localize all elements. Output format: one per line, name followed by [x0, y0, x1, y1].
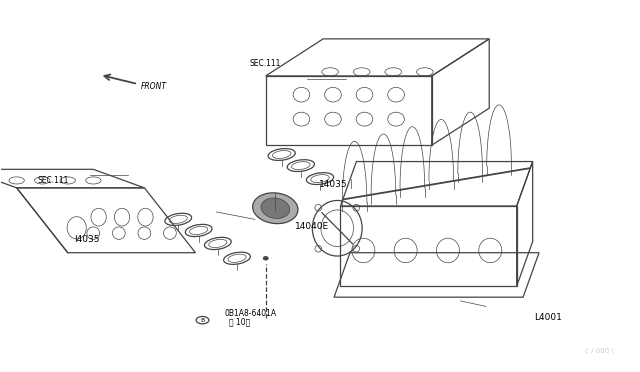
Text: SEC.111: SEC.111: [38, 176, 69, 185]
Text: l4035: l4035: [74, 235, 100, 244]
Text: c / 000 \: c / 000 \: [585, 347, 614, 353]
Text: FRONT: FRONT: [141, 82, 167, 91]
Text: B: B: [200, 318, 205, 323]
Text: 14035: 14035: [319, 180, 348, 189]
Text: 14040E: 14040E: [294, 222, 328, 231]
Ellipse shape: [263, 256, 268, 260]
Ellipse shape: [261, 198, 290, 218]
Text: SEC.111: SEC.111: [250, 59, 281, 68]
Ellipse shape: [253, 193, 298, 224]
Text: 0B1A8-6401A: 0B1A8-6401A: [224, 309, 276, 318]
Text: L4001: L4001: [534, 313, 562, 322]
Text: 〈 10〉: 〈 10〉: [229, 318, 251, 327]
